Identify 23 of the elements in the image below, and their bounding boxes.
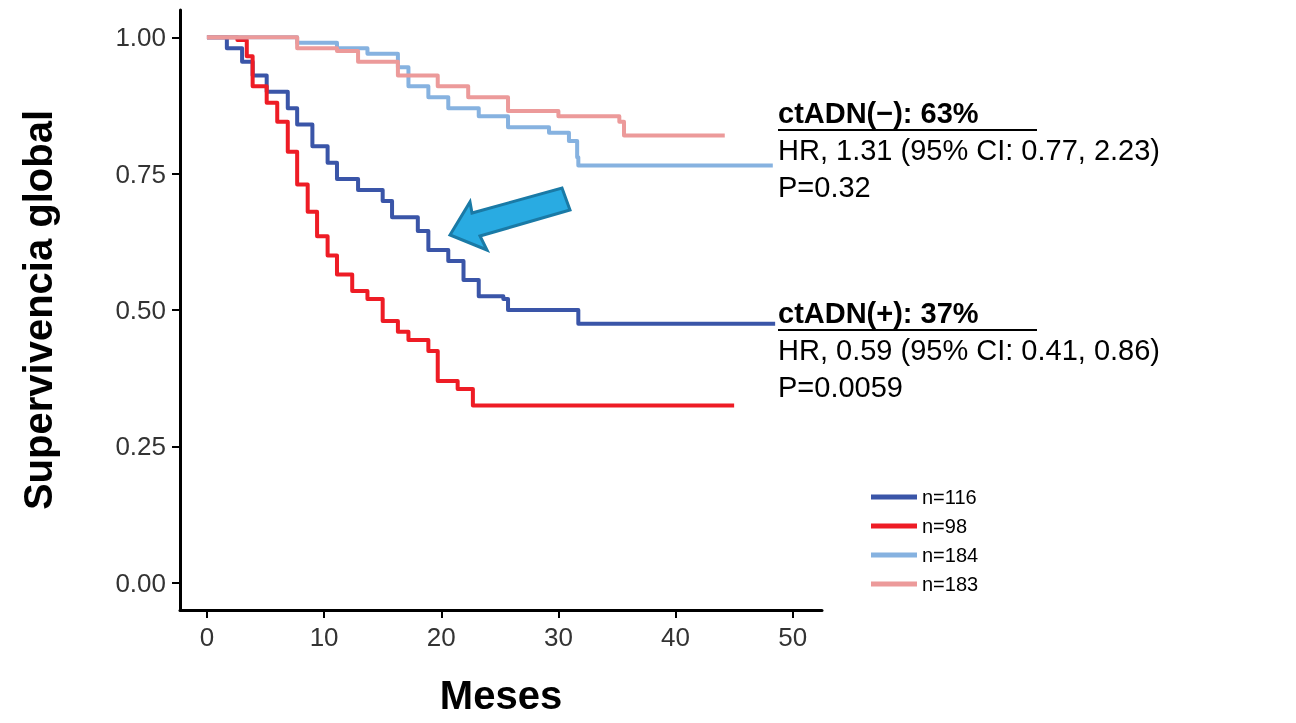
legend-label: n=116 — [922, 486, 977, 508]
legend-label: n=184 — [922, 544, 979, 566]
x-tick-label: 10 — [309, 622, 339, 652]
x-tick-label: 0 — [199, 622, 215, 652]
annotation: HR, 1.31 (95% CI: 0.77, 2.23) — [778, 133, 1161, 166]
annotation: P=0.0059 — [778, 370, 903, 403]
annotation: ctADN(+): 37% — [778, 296, 979, 329]
legend-label: n=98 — [922, 515, 968, 537]
y-tick-label: 1.00 — [115, 22, 166, 53]
x-tick-label: 30 — [543, 622, 573, 652]
x-tick-label: 40 — [661, 622, 691, 652]
annotation: P=0.32 — [778, 170, 871, 203]
x-tick-label: 50 — [778, 622, 808, 652]
y-tick-label: 0.25 — [115, 431, 166, 462]
annotation: HR, 0.59 (95% CI: 0.41, 0.86) — [778, 333, 1161, 366]
y-tick-label: 0.00 — [115, 567, 166, 598]
y-tick-label: 0.50 — [115, 295, 166, 325]
x-axis-title: Meses — [439, 673, 563, 717]
y-tick-label: 0.75 — [115, 158, 166, 189]
x-tick-label: 20 — [426, 622, 456, 652]
annotation: ctADN(−): 63% — [778, 96, 979, 129]
legend-label: n=183 — [922, 573, 979, 595]
y-axis-title: Supervivencia global — [16, 109, 60, 511]
